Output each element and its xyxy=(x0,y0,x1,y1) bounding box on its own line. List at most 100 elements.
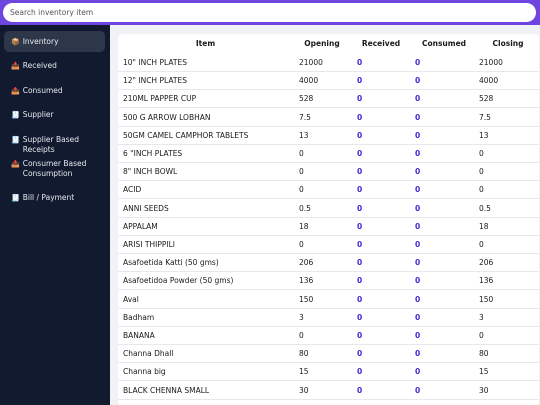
table-row[interactable]: BLACK CHENNA SMALL 30 0 0 30 xyxy=(118,382,539,400)
cell-opening: 150 xyxy=(299,294,314,304)
cell-received: 0 xyxy=(357,367,363,377)
cell-received: 0 xyxy=(357,94,363,104)
cell-opening: 0 xyxy=(299,149,304,158)
cell-opening: 15 xyxy=(299,367,309,377)
cell-consumed: 0 xyxy=(415,258,421,268)
cell-received: 0 xyxy=(357,258,363,268)
table-row[interactable]: 500 G ARROW LOBHAN 7.5 0 0 7.5 xyxy=(118,109,539,127)
cell-consumed: 0 xyxy=(415,130,421,140)
cell-consumed: 0 xyxy=(415,367,421,377)
cell-consumed: 0 xyxy=(415,276,421,286)
cell-consumed: 0 xyxy=(415,203,421,213)
cell-opening: 80 xyxy=(299,349,309,359)
cell-closing: 528 xyxy=(479,94,494,104)
cell-closing: 21000 xyxy=(479,58,503,67)
sidebar-item-label: Received xyxy=(22,61,57,70)
cell-closing: 30 xyxy=(479,385,489,395)
table-header: Item Opening Received Consumed Closing xyxy=(118,34,539,54)
cell-opening: 3 xyxy=(299,312,304,322)
table-row[interactable]: APPALAM 18 0 0 18 xyxy=(118,218,539,236)
cell-item: Channa Dhall xyxy=(123,349,174,359)
cell-closing: 206 xyxy=(479,258,494,268)
sidebar-item-received[interactable]: 📥 Received xyxy=(4,61,105,71)
cell-closing: 3 xyxy=(479,312,484,322)
cell-item: ARISI THIPPILI xyxy=(123,240,175,249)
cell-consumed: 0 xyxy=(415,112,421,122)
table-row[interactable]: 8" INCH BOWL 0 0 0 0 xyxy=(118,163,539,182)
main-content: Item Opening Received Consumed Closing 1… xyxy=(110,25,540,405)
table-row[interactable]: Channa big 15 0 0 15 xyxy=(118,363,539,382)
cell-opening: 0 xyxy=(299,240,304,249)
cell-opening: 13 xyxy=(299,130,309,140)
cell-opening: 0 xyxy=(299,331,304,340)
cell-consumed: 0 xyxy=(415,58,421,67)
cell-item: Aval xyxy=(123,294,139,304)
cell-item: Asafoetida Katti (50 gms) xyxy=(123,258,219,268)
table-row[interactable]: ACID 0 0 0 0 xyxy=(118,181,539,200)
cell-opening: 4000 xyxy=(299,76,319,86)
cell-received: 0 xyxy=(357,221,363,231)
cell-received: 0 xyxy=(357,167,363,177)
cell-consumed: 0 xyxy=(415,149,421,158)
table-row[interactable]: BANANA 0 0 0 0 xyxy=(118,327,539,345)
cell-consumed: 0 xyxy=(415,76,421,86)
cell-received: 0 xyxy=(357,312,363,322)
sidebar: 📦 Inventory 📥 Received 📤 Consumed 🧾 Supp… xyxy=(0,25,110,405)
cell-closing: 0 xyxy=(479,149,484,158)
cell-opening: 528 xyxy=(299,94,314,104)
cell-received: 0 xyxy=(357,240,363,249)
cell-item: Asafoetidoa Powder (50 gms) xyxy=(123,276,234,286)
cell-item: 50GM CAMEL CAMPHOR TABLETS xyxy=(123,130,249,140)
table-row[interactable]: ARISI THIPPILI 0 0 0 0 xyxy=(118,236,539,254)
table-row[interactable]: Badham 3 0 0 3 xyxy=(118,309,539,327)
cell-item: 210ML PAPPER CUP xyxy=(123,94,197,104)
inbox-tray-icon: 📥 xyxy=(11,62,20,70)
cell-closing: 0.5 xyxy=(479,203,491,213)
column-header-received: Received xyxy=(361,39,401,48)
cell-received: 0 xyxy=(357,294,363,304)
table-row[interactable]: 210ML PAPPER CUP 528 0 0 528 xyxy=(118,90,539,109)
cell-opening: 30 xyxy=(299,385,309,395)
column-header-closing: Closing xyxy=(492,39,524,48)
sidebar-item-supplier[interactable]: 🧾 Supplier xyxy=(4,110,105,120)
sidebar-item-consumer-based-consumption[interactable]: 📤 Consumer Based Consumption xyxy=(4,159,105,179)
cell-received: 0 xyxy=(357,149,363,158)
outbox-tray-icon: 📤 xyxy=(11,160,20,168)
cell-consumed: 0 xyxy=(415,385,421,395)
table-row[interactable]: Asafoetidoa Powder (50 gms) 136 0 0 136 xyxy=(118,272,539,291)
top-bar xyxy=(0,0,540,25)
cell-item: 500 G ARROW LOBHAN xyxy=(123,112,211,122)
cell-closing: 4000 xyxy=(479,76,499,86)
column-header-opening: Opening xyxy=(304,39,340,48)
cell-item: APPALAM xyxy=(123,221,158,231)
cell-closing: 80 xyxy=(479,349,489,359)
table-row[interactable]: 12" INCH PLATES 4000 0 0 4000 xyxy=(118,72,539,91)
cell-consumed: 0 xyxy=(415,94,421,104)
cell-closing: 0 xyxy=(479,240,484,249)
cell-consumed: 0 xyxy=(415,349,421,359)
table-row[interactable]: 50GM CAMEL CAMPHOR TABLETS 13 0 0 13 xyxy=(118,127,539,145)
cell-received: 0 xyxy=(357,76,363,86)
sidebar-item-supplier-based-receipts[interactable]: 🧾 Supplier Based Receipts xyxy=(4,135,105,155)
table-row[interactable]: ANNI SEEDS 0.5 0 0 0.5 xyxy=(118,200,539,218)
cell-closing: 7.5 xyxy=(479,112,491,122)
receipt-icon: 🧾 xyxy=(11,136,20,144)
sidebar-item-consumed[interactable]: 📤 Consumed xyxy=(4,86,105,96)
sidebar-item-label: Inventory xyxy=(22,36,59,46)
cell-closing: 18 xyxy=(479,221,489,231)
cell-received: 0 xyxy=(357,349,363,359)
cell-closing: 15 xyxy=(479,367,489,377)
table-row[interactable]: Aval 150 0 0 150 xyxy=(118,291,539,309)
table-row[interactable]: Asafoetida Katti (50 gms) 206 0 0 206 xyxy=(118,254,539,273)
table-row[interactable]: Channa Dhall 80 0 0 80 xyxy=(118,345,539,364)
sidebar-item-bill-payment[interactable]: 🧾 Bill / Payment xyxy=(4,193,105,203)
cell-closing: 0 xyxy=(479,185,484,195)
table-row[interactable]: 6 "INCH PLATES 0 0 0 0 xyxy=(118,145,539,163)
cell-received: 0 xyxy=(357,112,363,122)
cell-opening: 0 xyxy=(299,167,304,177)
table-row[interactable]: 10" INCH PLATES 21000 0 0 21000 xyxy=(118,54,539,72)
sidebar-item-inventory[interactable]: 📦 Inventory xyxy=(4,31,105,52)
sidebar-item-label: Consumed xyxy=(22,86,63,95)
search-input[interactable] xyxy=(3,3,536,22)
cell-item: Channa big xyxy=(123,367,166,377)
